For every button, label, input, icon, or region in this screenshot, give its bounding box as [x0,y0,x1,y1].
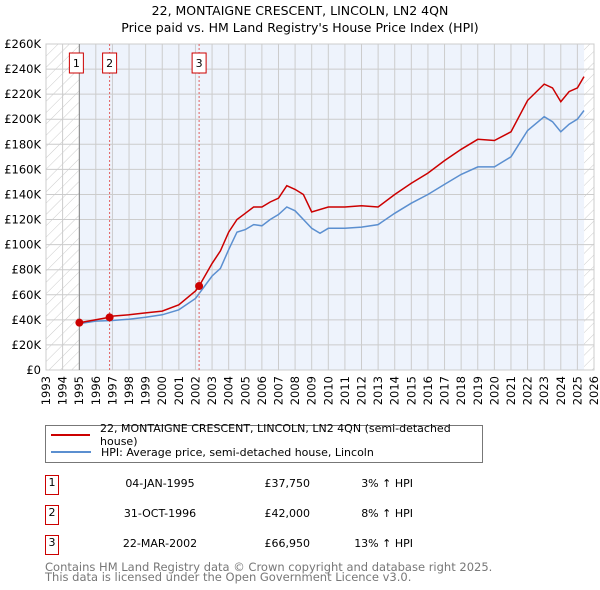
x-tick-label: 2026 [587,376,600,405]
y-tick-label: £240K [4,62,41,76]
legend-item-property: 22, MONTAIGNE CRESCENT, LINCOLN, LN2 4QN… [51,422,482,448]
sale-table-row: 1 04-JAN-1995 £37,750 3% ↑ HPI [45,475,445,495]
sale-number-badge: 3 [45,535,59,555]
y-tick-label: £120K [4,213,41,227]
hpi-line [79,110,585,325]
x-tick-label: 2000 [155,376,169,405]
sale-hpi-diff: 8% ↑ HPI [361,507,413,520]
y-tick-label: £0 [26,363,41,377]
x-tick-label: 2010 [321,376,335,405]
y-tick-label: £60K [12,288,42,302]
x-tick-label: 2011 [338,376,352,405]
sale-date: 22-MAR-2002 [122,537,198,550]
x-tick-label: 2007 [271,376,285,405]
x-tick-label: 2014 [388,376,402,405]
x-tick-label: 2004 [222,376,236,405]
y-tick-label: £160K [4,162,41,176]
footer-copyright: Contains HM Land Registry data © Crown c… [45,560,493,574]
x-tick-label: 2025 [570,376,584,405]
price-paid-line [79,76,585,324]
x-tick-label: 1997 [105,376,119,405]
sale-price: £37,750 [264,477,311,490]
x-tick-label: 2001 [172,376,186,405]
legend-label: HPI: Average price, semi-detached house,… [101,445,374,459]
sale-number-badge: 2 [45,505,59,525]
legend-item-hpi: HPI: Average price, semi-detached house,… [51,444,374,460]
sale-number-badge: 1 [45,475,59,495]
legend-swatch-blue [51,451,91,453]
x-tick-label: 1995 [72,376,86,405]
sale-price: £66,950 [264,537,311,550]
x-tick-label: 2015 [404,376,418,405]
y-tick-label: £20K [12,338,42,352]
sale-hpi-diff: 3% ↑ HPI [361,477,413,490]
sale-marker-label: 1 [73,57,80,70]
x-tick-label: 2016 [421,376,435,405]
sale-price: £42,000 [264,507,311,520]
sale-marker-box [191,52,207,74]
sale-date: 31-OCT-1996 [123,507,197,520]
sale-marker-label: 2 [106,57,113,70]
chart-legend: 22, MONTAIGNE CRESCENT, LINCOLN, LN2 4QN… [45,422,483,463]
sale-point [75,318,84,327]
y-tick-label: £140K [4,187,41,201]
legend-swatch-red [51,434,91,436]
y-tick-label: £180K [4,137,41,151]
x-tick-label: 1993 [39,376,53,405]
x-tick-label: 2012 [355,376,369,405]
x-tick-label: 2006 [255,376,269,405]
x-tick-label: 2017 [438,376,452,405]
sale-point [195,282,204,291]
y-tick-label: £260K [4,37,41,51]
sale-hpi-diff: 13% ↑ HPI [354,537,413,550]
footer-licence: This data is licensed under the Open Gov… [45,570,412,584]
x-tick-label: 2008 [288,376,302,405]
x-tick-label: 2005 [238,376,252,405]
y-tick-label: £100K [4,238,41,252]
x-tick-label: 2020 [487,376,501,405]
sale-table-row: 3 22-MAR-2002 £66,950 13% ↑ HPI [45,535,445,555]
hatch-after-data [584,44,594,370]
sale-marker-label: 3 [196,57,203,70]
y-tick-label: £200K [4,112,41,126]
chart-title: 22, MONTAIGNE CRESCENT, LINCOLN, LN2 4QN [151,3,449,18]
x-tick-label: 2002 [188,376,202,405]
sale-point [105,313,114,322]
sale-marker-box [68,52,84,74]
x-tick-label: 2003 [205,376,219,405]
x-tick-label: 2021 [504,376,518,405]
x-tick-label: 2013 [371,376,385,405]
x-tick-label: 2023 [537,376,551,405]
y-tick-label: £80K [12,263,42,277]
x-tick-label: 2019 [471,376,485,405]
x-tick-label: 2022 [521,376,535,405]
sale-date: 04-JAN-1995 [125,477,195,490]
legend-label: 22, MONTAIGNE CRESCENT, LINCOLN, LN2 4QN… [100,422,451,448]
x-tick-label: 2009 [305,376,319,405]
x-tick-label: 2024 [554,376,568,405]
sale-marker-box [102,52,118,74]
chart-subtitle: Price paid vs. HM Land Registry's House … [121,20,479,35]
sale-table-row: 2 31-OCT-1996 £42,000 8% ↑ HPI [45,505,445,525]
plot-border [45,43,595,371]
x-tick-label: 1994 [56,376,70,405]
x-tick-label: 2018 [454,376,468,405]
x-tick-label: 1996 [89,376,103,405]
x-tick-label: 1998 [122,376,136,405]
y-tick-label: £40K [12,313,42,327]
x-tick-label: 1999 [139,376,153,405]
y-tick-label: £220K [4,87,41,101]
